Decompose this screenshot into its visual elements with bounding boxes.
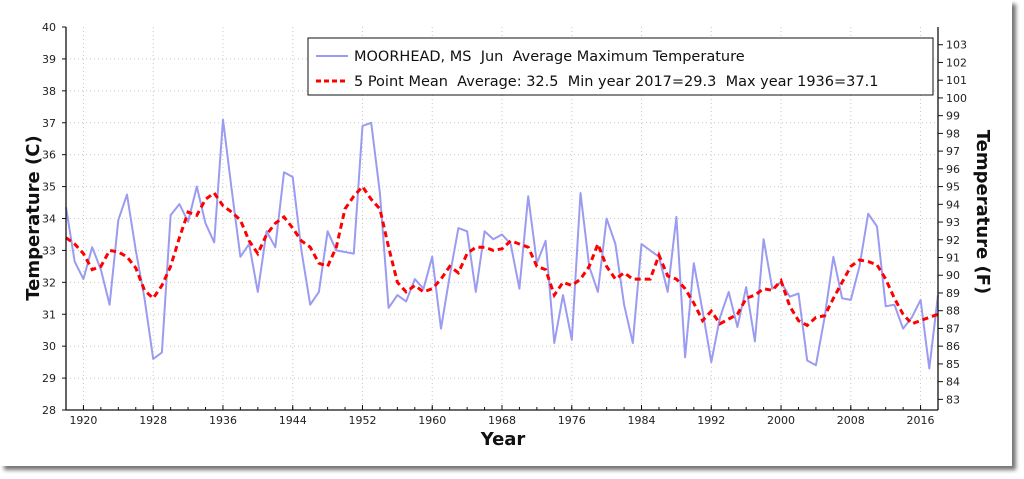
x-tick-label: 2008	[837, 414, 865, 427]
y-right-tick-label: 93	[946, 216, 960, 229]
y-right-tick-label: 99	[946, 110, 960, 123]
legend-box	[307, 37, 934, 96]
y-right-tick-label: 94	[946, 198, 960, 211]
y-tick-label: 29	[42, 372, 56, 385]
y-axis-title-left: Temperature (C)	[23, 135, 44, 300]
y-tick-label: 39	[42, 53, 56, 66]
legend: MOORHEAD, MS Jun Average Maximum Tempera…	[307, 37, 934, 96]
y-right-tick-label: 95	[946, 181, 960, 194]
x-tick-label: 1992	[697, 414, 725, 427]
x-axis-title: Year	[480, 429, 526, 450]
temperature-chart: 1920 1928 1936 1944 1952 1960 1968 1976 1984 1992…	[23, 21, 993, 450]
y-right-tick-label: 83	[946, 393, 960, 406]
x-tick-label: 2016	[907, 414, 935, 427]
y-right-tick-label: 89	[946, 287, 960, 300]
x-tick-label: 1984	[628, 414, 656, 427]
x-tick-label: 1928	[139, 414, 167, 427]
y-right-tick-label: 100	[946, 92, 967, 105]
y-tick-label: 36	[42, 149, 56, 162]
y-tick-label: 33	[42, 244, 56, 257]
y-right-tick-label: 90	[946, 269, 960, 282]
y-right-tick-label: 88	[946, 305, 960, 318]
y-right-tick-label: 91	[946, 252, 960, 265]
x-tick-label: 1968	[488, 414, 516, 427]
series-layer	[65, 118, 939, 370]
chart-window: 1920 1928 1936 1944 1952 1960 1968 1976 1984 1992…	[23, 21, 993, 450]
y-right-tick-label: 102	[946, 56, 967, 69]
y-tick-label: 30	[42, 340, 56, 353]
y-tick-label: 31	[42, 308, 56, 321]
y-ticks-right: 83 84 85 86 87 88 89 90 91 92 93 94 95 96 97 98 99 100 101…	[938, 39, 967, 406]
x-tick-label: 1960	[418, 414, 446, 427]
x-tick-label: 1944	[279, 414, 307, 427]
y-right-tick-label: 85	[946, 358, 960, 371]
series-line-5-point-mean	[65, 184, 939, 328]
y-right-tick-label: 98	[946, 127, 960, 140]
y-ticks-left: 28 29 30 31 32 33 34 35 36 37 38 39 40	[42, 21, 66, 417]
series-line-moorhead-jun-avg-max	[65, 118, 939, 370]
y-tick-label: 40	[42, 21, 56, 34]
legend-label-series: MOORHEAD, MS Jun Average Maximum Tempera…	[354, 49, 745, 65]
y-tick-label: 35	[42, 181, 56, 194]
x-tick-label: 1976	[558, 414, 586, 427]
y-right-tick-label: 84	[946, 376, 960, 389]
x-tick-label: 1920	[69, 414, 97, 427]
y-right-tick-label: 86	[946, 340, 960, 353]
y-tick-label: 28	[42, 404, 56, 417]
x-tick-label: 2000	[767, 414, 795, 427]
y-tick-label: 34	[42, 213, 56, 226]
y-right-tick-label: 92	[946, 234, 960, 247]
legend-label-mean: 5 Point Mean Average: 32.5 Min year 2017…	[354, 74, 878, 90]
y-tick-label: 37	[42, 117, 56, 130]
y-right-tick-label: 96	[946, 163, 960, 176]
x-tick-label: 1952	[348, 414, 376, 427]
x-tick-label: 1936	[209, 414, 237, 427]
y-right-tick-label: 97	[946, 145, 960, 158]
x-ticks: 1920 1928 1936 1944 1952 1960 1968 1976 1984 1992…	[65, 405, 939, 427]
y-axis-title-right: Temperature (F)	[972, 130, 993, 295]
y-right-tick-label: 87	[946, 322, 960, 335]
y-right-tick-label: 103	[946, 39, 967, 52]
y-tick-label: 32	[42, 276, 56, 289]
y-right-tick-label: 101	[946, 74, 967, 87]
y-tick-label: 38	[42, 85, 56, 98]
